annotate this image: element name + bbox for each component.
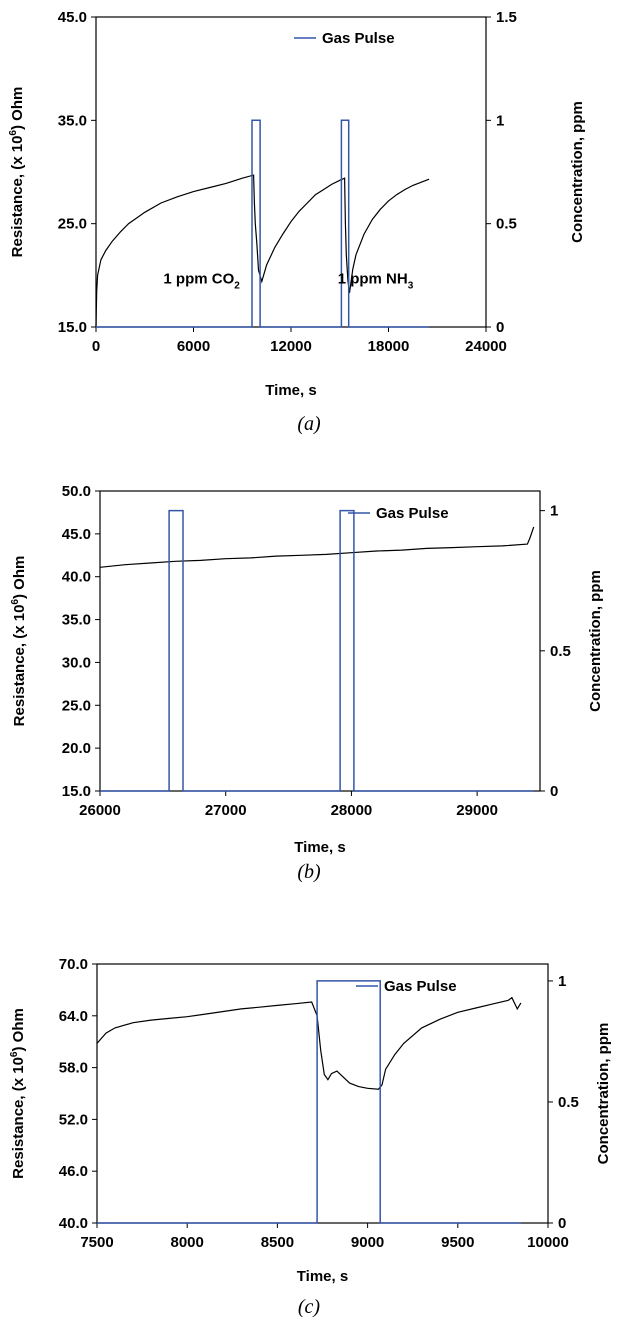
y-right-tick-label: 0 [496,319,504,336]
annotation-label: 1 ppm CO2 [163,271,240,292]
y-left-tick-label: 35.0 [62,612,91,629]
y-left-tick-label: 64.0 [59,1008,88,1025]
y-left-tick-label: 45.0 [62,526,91,543]
y-left-axis-label: Resistance, (x 106) Ohm [8,87,26,258]
y-left-tick-label: 45.0 [58,9,87,26]
panel-caption: (b) [297,861,321,883]
y-left-tick-label: 58.0 [59,1060,88,1077]
panel-caption: (c) [298,1296,321,1318]
chart-panel-3: 7500 8000 8500 9000 9500 10000 40.0 46.0 52.0 58.… [9,956,612,1318]
x-axis-label: Time, s [294,839,345,856]
x-tick-label: 9500 [441,1234,474,1251]
y-right-tick-label: 0.5 [558,1094,579,1111]
y-left-tick-label: 52.0 [59,1111,88,1128]
y-left-tick-label: 15.0 [62,783,91,800]
y-right-axis-label: Concentration, ppm [569,101,586,243]
plot-frame [99,490,541,792]
y-left-axis-label: Resistance, (x 106) Ohm [10,556,28,727]
x-tick-label: 0 [92,338,100,355]
y-left-tick-label: 25.0 [58,216,87,233]
y-right-tick-label: 0.5 [496,216,517,233]
series-line-gas-pulse [96,119,430,328]
y-right-tick-label: 1 [496,112,504,129]
y-right-tick-label: 0 [558,1215,566,1232]
x-axis-label: Time, s [265,382,316,399]
y-right-tick-label: 0.5 [550,643,571,660]
x-tick-label: 10000 [527,1234,569,1251]
x-tick-label: 24000 [465,338,507,355]
y-left-tick-label: 25.0 [62,697,91,714]
x-tick-label: 12000 [270,338,312,355]
x-tick-label: 28000 [331,802,373,819]
y-left-tick-label: 46.0 [59,1163,88,1180]
x-tick-label: 6000 [177,338,210,355]
chart-panel-1: 0 6000 12000 18000 24000 15.0 25.0 35.0 45.0 0 0.5… [8,9,586,435]
legend-label: Gas Pulse [322,30,395,47]
x-tick-label: 9000 [351,1234,384,1251]
y-left-tick-label: 15.0 [58,319,87,336]
y-left-tick-label: 50.0 [62,483,91,500]
y-left-tick-label: 35.0 [58,112,87,129]
series-line-resistance [99,526,535,568]
y-right-tick-label: 1 [558,973,566,990]
x-tick-label: 27000 [205,802,247,819]
panel-caption: (a) [297,413,321,435]
series-line-resistance [95,174,430,328]
x-tick-label: 7500 [80,1234,113,1251]
x-tick-label: 8500 [261,1234,294,1251]
annotation-label: 1 ppm NH3 [338,271,414,292]
series-line-gas-pulse [97,980,521,1224]
x-axis-label: Time, s [297,1268,348,1285]
y-right-tick-label: 1 [550,503,558,520]
x-tick-label: 29000 [456,802,498,819]
y-left-tick-label: 40.0 [62,569,91,586]
legend-label: Gas Pulse [376,505,449,522]
x-tick-label: 8000 [171,1234,204,1251]
legend-label: Gas Pulse [384,978,457,995]
x-tick-label: 18000 [368,338,410,355]
y-left-tick-label: 70.0 [59,956,88,973]
y-right-tick-label: 0 [550,783,558,800]
plot-frame [96,963,549,1224]
y-right-tick-label: 1.5 [496,9,517,26]
y-right-axis-label: Concentration, ppm [595,1023,612,1165]
y-left-tick-label: 30.0 [62,654,91,671]
plot-frame [95,16,487,328]
chart-panel-2: 26000 27000 28000 29000 15.0 20.0 25.0 30.0 35.0… [10,483,604,883]
y-left-axis-label: Resistance, (x 106) Ohm [9,1008,27,1179]
y-right-axis-label: Concentration, ppm [587,570,604,712]
series-line-gas-pulse [100,509,534,792]
x-tick-label: 26000 [79,802,121,819]
series-line-resistance [96,996,522,1090]
y-left-tick-label: 40.0 [59,1215,88,1232]
y-left-tick-label: 20.0 [62,740,91,757]
